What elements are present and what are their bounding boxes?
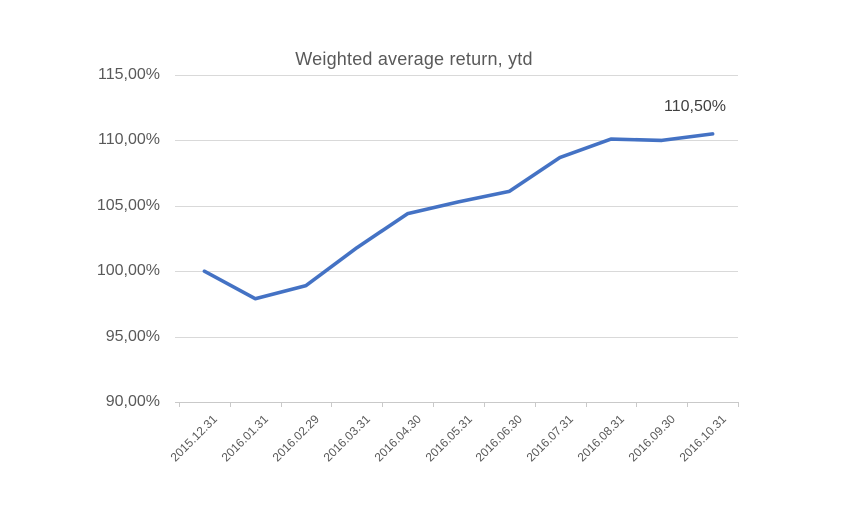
x-tick-mark: [636, 402, 637, 407]
y-tick-label: 100,00%: [96, 262, 160, 279]
x-tick-mark: [230, 402, 231, 407]
y-tick-label: 105,00%: [96, 197, 160, 214]
x-tick-mark: [687, 402, 688, 407]
gridline: [175, 206, 738, 207]
chart-title: Weighted average return, ytd: [295, 49, 533, 69]
y-tick-label: 95,00%: [105, 328, 160, 345]
x-tick-mark: [382, 402, 383, 407]
x-tick-mark: [738, 402, 739, 407]
x-tick-mark: [281, 402, 282, 407]
gridline: [175, 140, 738, 141]
x-tick-mark: [484, 402, 485, 407]
y-tick-label: 110,00%: [98, 131, 160, 148]
gridline: [175, 337, 738, 338]
x-tick-mark: [331, 402, 332, 407]
x-tick-mark: [586, 402, 587, 407]
gridline: [175, 75, 738, 76]
data-label: 110,50%: [664, 98, 726, 115]
y-tick-label: 115,00%: [98, 66, 160, 83]
x-tick-mark: [179, 402, 180, 407]
x-tick-mark: [535, 402, 536, 407]
gridline: [175, 271, 738, 272]
gridline: [175, 402, 738, 403]
x-tick-mark: [433, 402, 434, 407]
y-tick-label: 90,00%: [105, 393, 160, 410]
